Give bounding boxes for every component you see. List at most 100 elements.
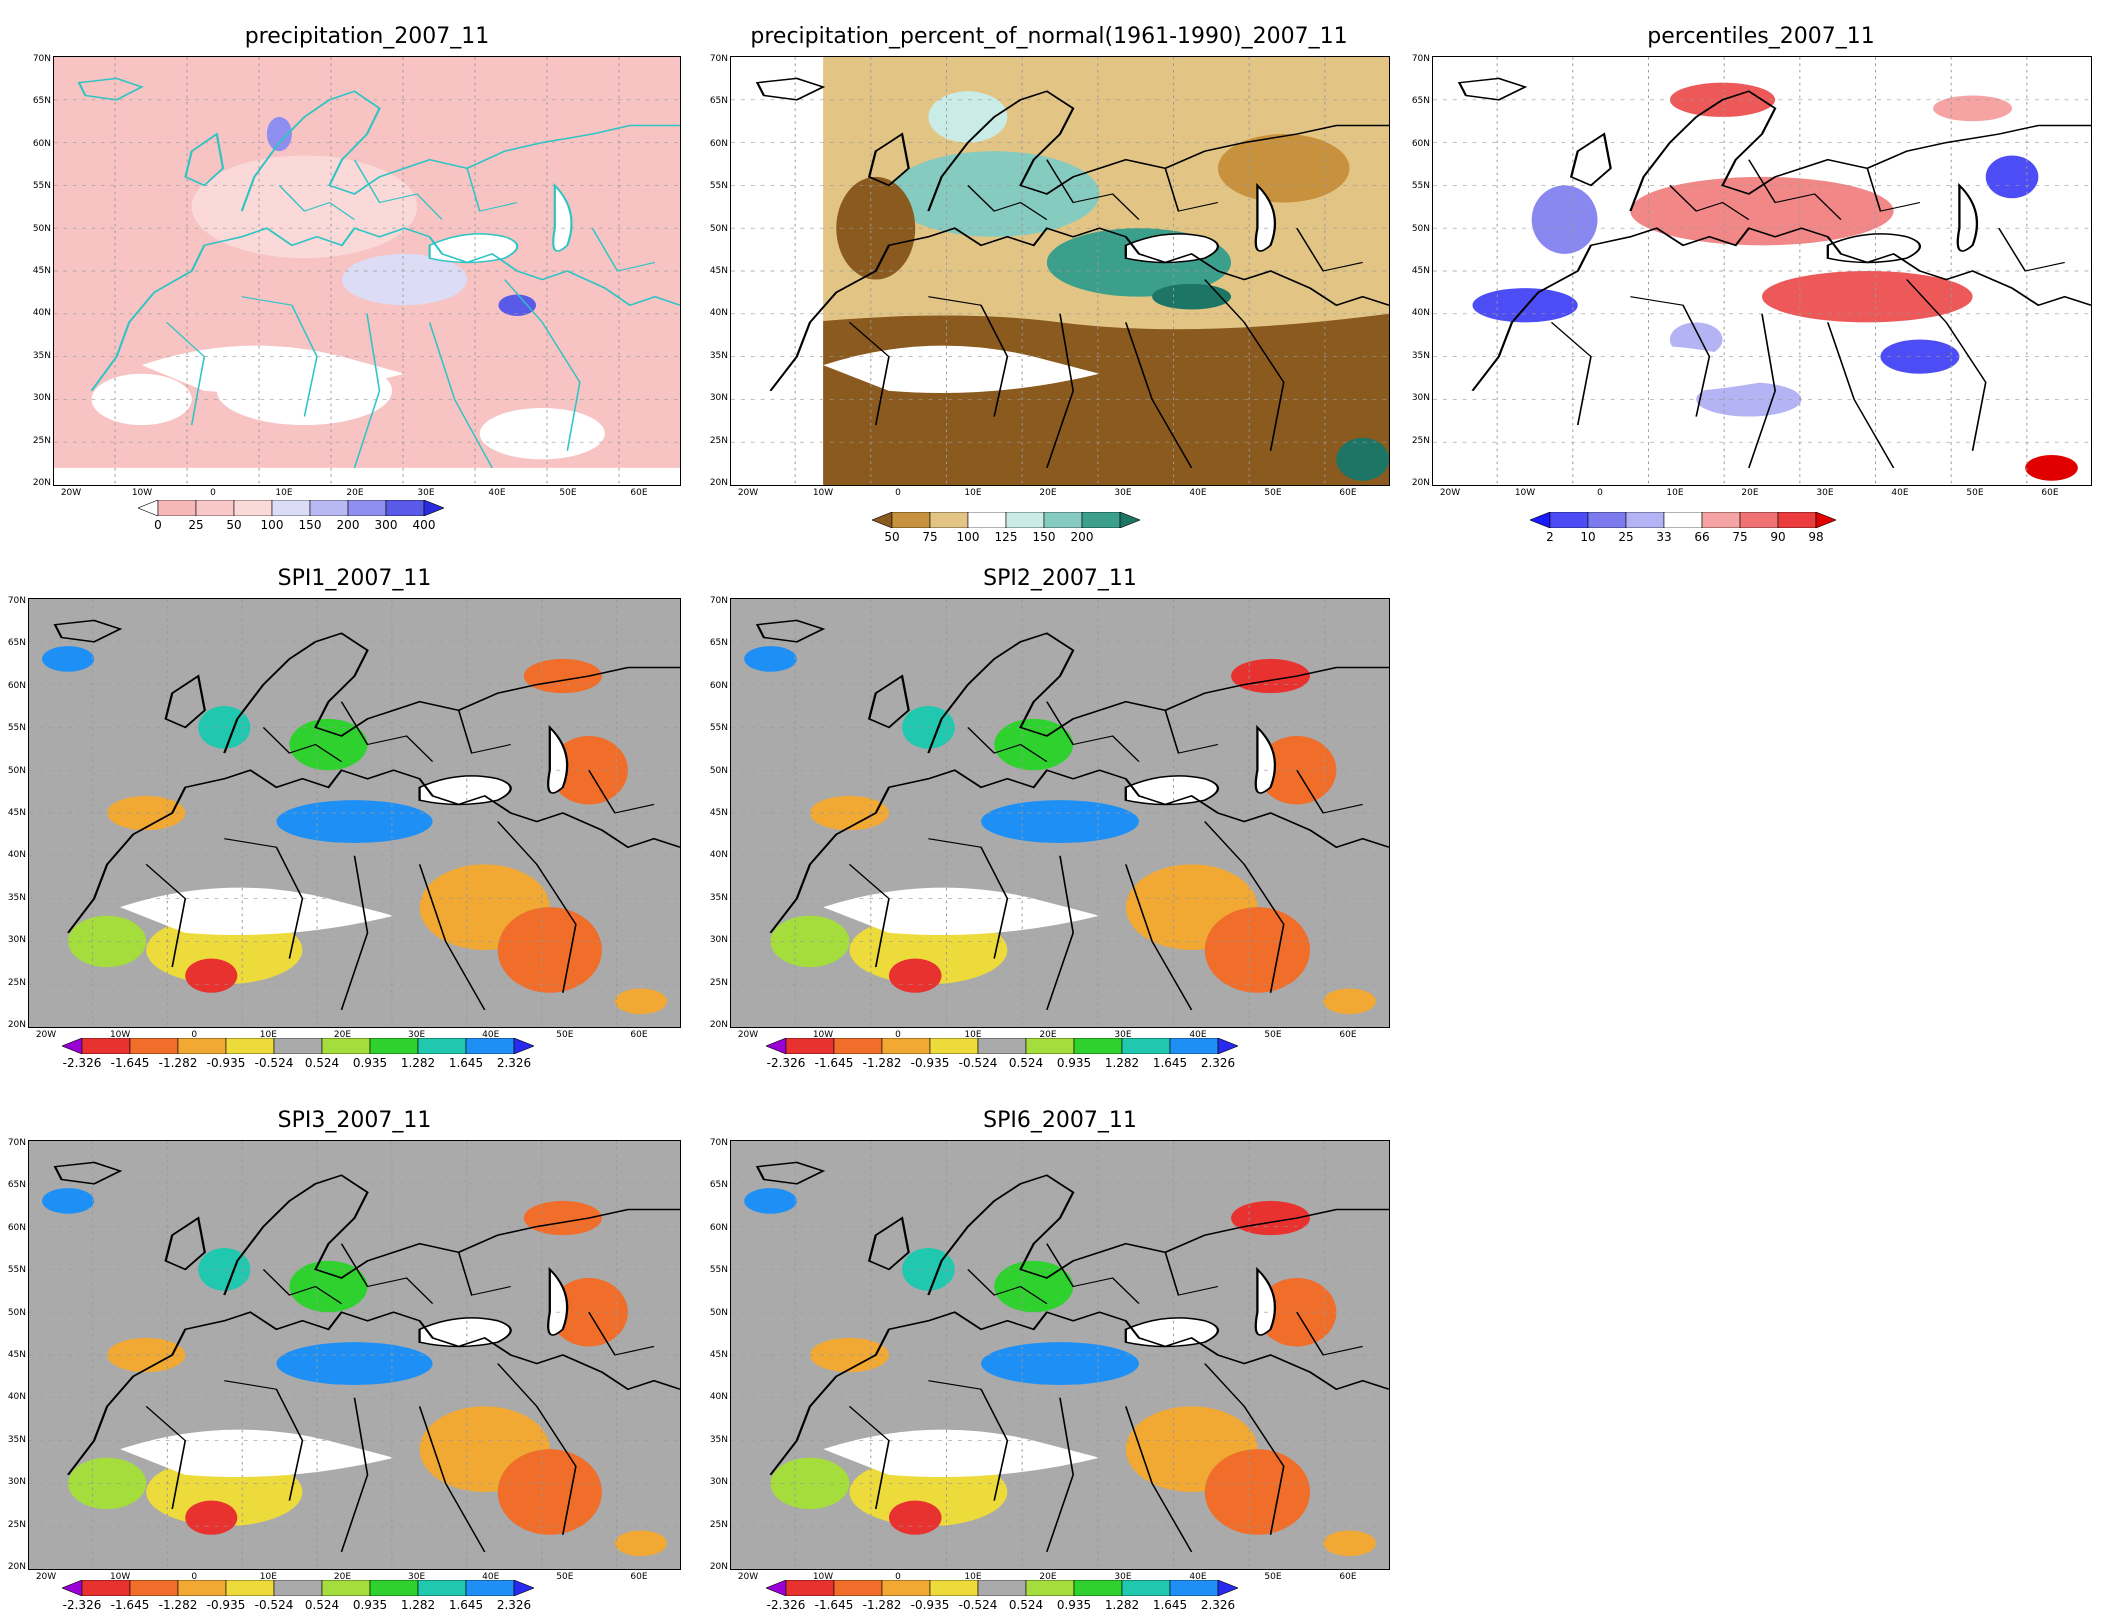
map [28, 1140, 681, 1570]
lat-tick-label: 55N [7, 1265, 26, 1276]
colorbar: -2.326 -1.645 -1.282 -0.935 -0.524 0.524 0.935… [61, 1037, 535, 1070]
lat-tick-label: 65N [709, 96, 728, 107]
lat-tick-label: 70N [32, 54, 51, 64]
colorbar-swatch [369, 1579, 419, 1597]
colorbar-swatch [271, 499, 311, 517]
lon-tick-label: 60E [1339, 1030, 1357, 1040]
lat-tick-label: 20N [709, 1562, 728, 1572]
colorbar-swatch [977, 1037, 1027, 1055]
map [1432, 56, 2092, 486]
colorbar-swatch [233, 499, 273, 517]
lon-tick-label: 0 [210, 488, 216, 498]
colorbar-swatch [1701, 511, 1741, 529]
colorbar-swatch [1529, 511, 1551, 529]
map-canvas [1433, 57, 2091, 485]
colorbar-swatch [1073, 1579, 1123, 1597]
map-canvas [731, 1141, 1389, 1569]
lon-tick-label: 0 [895, 488, 901, 498]
lat-tick-label: 70N [7, 596, 26, 606]
lat-tick-label: 25N [7, 977, 26, 988]
lat-tick-label: 45N [1411, 266, 1430, 276]
colorbar-swatch [833, 1579, 883, 1597]
lat-tick-label: 65N [32, 96, 51, 107]
lat-tick-label: 30N [709, 1477, 728, 1488]
lat-tick-label: 60N [7, 680, 26, 691]
lon-tick-label: 10E [964, 1572, 982, 1582]
colorbar-swatch [1073, 1037, 1123, 1055]
lon-tick-label: 20W [35, 1572, 57, 1582]
lat-tick-label: 30N [32, 393, 51, 404]
colorbar-swatch [929, 1579, 979, 1597]
lon-tick-label: 20E [1039, 488, 1057, 498]
colorbar-swatch [1739, 511, 1779, 529]
lat-tick-label: 55N [709, 723, 728, 734]
lat-tick-label: 30N [709, 393, 728, 404]
lon-tick-label: 20E [1741, 488, 1759, 498]
colorbar-tick-label: 75 [1732, 530, 1748, 544]
lat-tick-label: 40N [709, 308, 728, 319]
lon-tick-label: 10E [275, 488, 293, 498]
colorbar-swatch [785, 1037, 835, 1055]
lon-tick-label: 0 [1597, 488, 1603, 498]
lon-tick-label: 60E [630, 488, 648, 498]
lon-tick-label: 20W [1439, 488, 1461, 498]
colorbar-tick-label: 1.645 [1152, 1598, 1188, 1612]
colorbar-swatch [273, 1579, 323, 1597]
colorbar-tick-label: -0.935 [910, 1056, 950, 1070]
lat-tick-label: 45N [709, 266, 728, 276]
lat-tick-label: 25N [709, 977, 728, 988]
panel-title: percentiles_2007_11 [1647, 24, 1875, 49]
colorbar-tick-label: 98 [1808, 530, 1824, 544]
lon-tick-label: 20W [737, 488, 759, 498]
colorbar-swatch [81, 1579, 131, 1597]
lat-tick-label: 65N [7, 638, 26, 649]
colorbar-tick-label: -0.524 [254, 1598, 294, 1612]
lat-tick-label: 50N [709, 223, 728, 234]
colorbar-swatch [137, 499, 159, 517]
colorbar-tick-label: 1.282 [400, 1056, 436, 1070]
colorbar-tick-label: 0.524 [1008, 1598, 1044, 1612]
colorbar-tick-label: -1.282 [862, 1056, 902, 1070]
lat-tick-label: 35N [1411, 350, 1430, 361]
colorbar-tick-label: -1.282 [158, 1598, 198, 1612]
colorbar-swatch [177, 1037, 227, 1055]
lat-tick-label: 35N [709, 892, 728, 903]
colorbar-tick-label: 150 [298, 518, 322, 532]
colorbar-tick-label: 300 [374, 518, 398, 532]
colorbar-tick-label: 2.326 [496, 1598, 532, 1612]
colorbar: 50 75 100 125 150 200 [871, 511, 1141, 544]
colorbar-swatch [929, 1037, 979, 1055]
lon-tick-label: 20W [737, 1030, 759, 1040]
colorbar-swatch [81, 1037, 131, 1055]
panel-title: precipitation_2007_11 [244, 24, 490, 49]
colorbar-swatch [385, 499, 425, 517]
colorbar-svg [765, 1037, 1239, 1055]
colorbar-swatch [891, 511, 931, 529]
lat-tick-label: 70N [7, 1138, 26, 1148]
colorbar-swatch [195, 499, 235, 517]
colorbar: -2.326 -1.645 -1.282 -0.935 -0.524 0.524 0.935… [61, 1579, 535, 1612]
lat-tick-label: 20N [7, 1562, 26, 1572]
colorbar-swatch [1217, 1579, 1239, 1597]
colorbar-tick-label: 100 [260, 518, 284, 532]
lat-tick-label: 50N [7, 765, 26, 776]
lon-tick-label: 50E [1264, 1030, 1282, 1040]
lat-tick-label: 50N [32, 223, 51, 234]
colorbar-tick-label: 200 [1070, 530, 1094, 544]
colorbar: -2.326 -1.645 -1.282 -0.935 -0.524 0.524 0.935… [765, 1037, 1239, 1070]
lon-tick-label: 60E [1339, 488, 1357, 498]
lon-tick-label: 20W [35, 1030, 57, 1040]
colorbar-swatch [129, 1579, 179, 1597]
colorbar-swatch [1005, 511, 1045, 529]
colorbar-tick-label: 100 [956, 530, 980, 544]
colorbar-tick-label: 25 [188, 518, 204, 532]
colorbar-tick-label: -1.645 [110, 1056, 150, 1070]
lat-tick-label: 55N [1411, 181, 1430, 192]
lat-tick-label: 35N [709, 1434, 728, 1445]
colorbar-swatch [61, 1579, 83, 1597]
colorbar-swatch [309, 499, 349, 517]
colorbar-swatch [1081, 511, 1121, 529]
colorbar-swatch [1121, 1037, 1171, 1055]
lat-tick-label: 40N [7, 1392, 26, 1403]
colorbar-tick-label: 2 [1546, 530, 1554, 544]
